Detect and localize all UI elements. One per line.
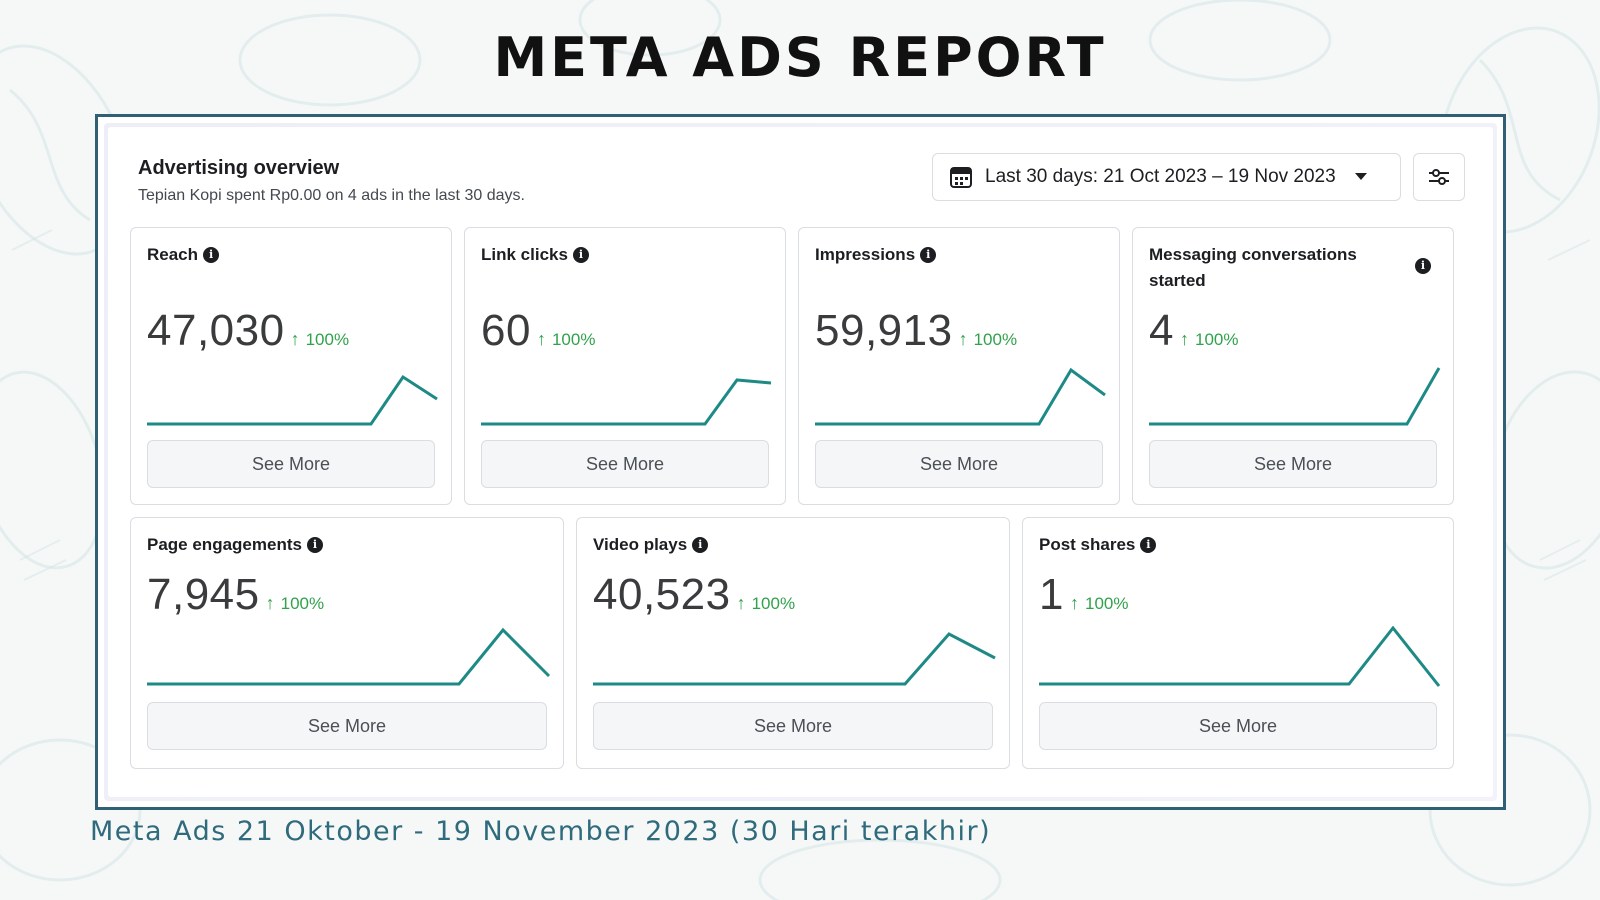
trend-sparkline <box>147 374 438 426</box>
metric-card-reach: Reach i 47,030 ↑ 100% See More <box>130 227 452 505</box>
info-icon[interactable]: i <box>692 537 709 554</box>
metric-delta: 100% <box>551 330 596 349</box>
metric-value-row: 7,945 ↑ 100% <box>147 570 324 620</box>
metric-value-row: 47,030 ↑ 100% <box>147 306 349 356</box>
overview-title: Advertising overview <box>138 157 340 179</box>
metric-label-text: Post shares <box>1039 535 1136 554</box>
metric-label-text: Video plays <box>593 535 688 554</box>
metric-label-text: Messaging conversations started <box>1149 245 1357 291</box>
metric-value-row: 59,913 ↑ 100% <box>815 306 1017 356</box>
overview-panel: Advertising overview Tepian Kopi spent R… <box>104 123 1497 801</box>
metric-label: Impressions i <box>815 242 937 268</box>
info-icon[interactable]: i <box>203 247 220 264</box>
calendar-icon <box>950 167 972 188</box>
metric-label: Page engagements i <box>147 532 323 558</box>
metric-delta: 100% <box>305 330 350 349</box>
trend-sparkline <box>1039 626 1441 687</box>
arrow-up-icon: ↑ <box>736 593 746 613</box>
metric-value-row: 40,523 ↑ 100% <box>593 570 795 620</box>
arrow-up-icon: ↑ <box>290 329 300 349</box>
metric-delta: 100% <box>1194 330 1239 349</box>
info-icon[interactable]: i <box>306 537 323 554</box>
metric-delta: 100% <box>1084 594 1129 613</box>
metric-delta: 100% <box>751 594 796 613</box>
caret-down-icon <box>1354 173 1367 180</box>
page-caption: Meta Ads 21 Oktober - 19 November 2023 (… <box>90 816 992 847</box>
metric-value: 60 <box>481 306 531 355</box>
metric-label: Link clicks i <box>481 242 589 268</box>
trend-sparkline <box>815 367 1106 426</box>
metric-value: 7,945 <box>147 570 260 619</box>
see-more-button[interactable]: See More <box>593 702 993 750</box>
metric-value-row: 4 ↑ 100% <box>1149 306 1238 356</box>
info-icon[interactable]: i <box>920 247 937 264</box>
metric-label-text: Reach <box>147 245 199 264</box>
info-icon[interactable]: i <box>1140 537 1157 554</box>
sliders-icon <box>1429 169 1449 185</box>
metric-value: 47,030 <box>147 306 285 355</box>
metric-value: 40,523 <box>593 570 731 619</box>
screenshot-frame: Advertising overview Tepian Kopi spent R… <box>95 114 1506 810</box>
trend-sparkline <box>147 627 551 686</box>
metric-card-messaging-conversations: Messaging conversations started i 4 ↑ 10… <box>1132 227 1454 505</box>
arrow-up-icon: ↑ <box>958 329 968 349</box>
arrow-up-icon: ↑ <box>536 329 546 349</box>
see-more-button[interactable]: See More <box>1149 440 1437 488</box>
page-title: META ADS REPORT <box>493 26 1107 89</box>
metric-value-row: 60 ↑ 100% <box>481 306 595 356</box>
trend-sparkline <box>481 378 772 426</box>
metric-delta: 100% <box>280 594 325 613</box>
info-icon[interactable]: i <box>572 247 589 264</box>
metric-label-text: Page engagements <box>147 535 302 554</box>
trend-sparkline <box>593 632 996 686</box>
metric-label: Reach i <box>147 242 220 268</box>
see-more-button[interactable]: See More <box>147 702 547 750</box>
info-icon[interactable]: i <box>1415 258 1431 274</box>
metric-value: 4 <box>1149 306 1174 355</box>
arrow-up-icon: ↑ <box>1069 593 1079 613</box>
metric-label: Post shares i <box>1039 532 1157 558</box>
see-more-button[interactable]: See More <box>815 440 1103 488</box>
metric-label-text: Link clicks <box>481 245 568 264</box>
arrow-up-icon: ↑ <box>1179 329 1189 349</box>
trend-sparkline <box>1149 367 1441 426</box>
metric-value: 1 <box>1039 570 1064 619</box>
overview-panel-inner: Advertising overview Tepian Kopi spent R… <box>108 127 1493 797</box>
see-more-button[interactable]: See More <box>481 440 769 488</box>
metric-value: 59,913 <box>815 306 953 355</box>
metric-label-text: Impressions <box>815 245 916 264</box>
see-more-button[interactable]: See More <box>1039 702 1437 750</box>
arrow-up-icon: ↑ <box>265 593 275 613</box>
metric-card-video-plays: Video plays i 40,523 ↑ 100% See More <box>576 517 1010 769</box>
metric-value-row: 1 ↑ 100% <box>1039 570 1128 620</box>
overview-subtitle: Tepian Kopi spent Rp0.00 on 4 ads in the… <box>138 187 525 204</box>
date-range-selector[interactable]: Last 30 days: 21 Oct 2023 – 19 Nov 2023 <box>932 153 1401 201</box>
date-range-label: Last 30 days: 21 Oct 2023 – 19 Nov 2023 <box>985 166 1336 187</box>
metric-delta: 100% <box>973 330 1018 349</box>
metric-card-impressions: Impressions i 59,913 ↑ 100% See More <box>798 227 1120 505</box>
metric-card-link-clicks: Link clicks i 60 ↑ 100% See More <box>464 227 786 505</box>
filter-button[interactable] <box>1413 153 1465 201</box>
see-more-button[interactable]: See More <box>147 440 435 488</box>
metric-card-post-shares: Post shares i 1 ↑ 100% See More <box>1022 517 1454 769</box>
metric-card-page-engagements: Page engagements i 7,945 ↑ 100% See More <box>130 517 564 769</box>
metric-label: Video plays i <box>593 532 709 558</box>
metric-label: Messaging conversations started <box>1149 242 1389 295</box>
